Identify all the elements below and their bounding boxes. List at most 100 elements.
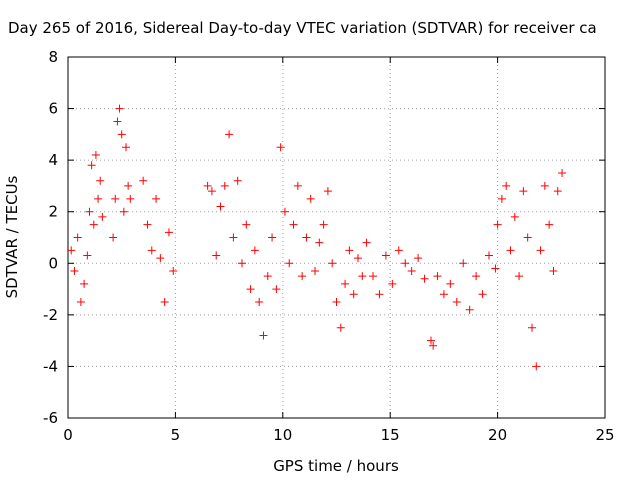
x-tick-label: 15 — [381, 426, 400, 444]
data-point — [433, 272, 442, 281]
y-tick-label: 0 — [48, 254, 58, 272]
data-point — [285, 259, 294, 268]
data-point — [306, 194, 315, 203]
y-tick-label: -6 — [43, 409, 58, 427]
x-tick-label: 25 — [595, 426, 614, 444]
data-point — [381, 251, 390, 260]
data-point — [414, 254, 423, 263]
data-point — [549, 267, 558, 276]
data-point — [67, 246, 76, 255]
data-point — [216, 202, 225, 211]
y-axis-label: SDTVAR / TECUs — [3, 175, 21, 298]
x-tick-label: 20 — [488, 426, 507, 444]
data-point — [472, 272, 481, 281]
y-tick-label: 8 — [48, 48, 58, 66]
data-point — [87, 161, 96, 170]
data-point — [315, 238, 324, 247]
data-point — [117, 130, 126, 139]
data-point — [237, 259, 246, 268]
y-tick-label: -4 — [43, 357, 58, 375]
data-point — [152, 194, 161, 203]
data-point — [85, 207, 94, 216]
data-point — [523, 233, 532, 242]
data-point — [121, 143, 130, 152]
data-point — [233, 176, 242, 185]
y-tick-label: 6 — [48, 100, 58, 118]
data-point — [98, 212, 107, 221]
data-point — [491, 264, 500, 273]
data-point — [73, 233, 82, 242]
data-point — [429, 341, 438, 350]
data-point — [289, 220, 298, 229]
data-point — [515, 272, 524, 281]
data-point — [358, 272, 367, 281]
data-point — [143, 220, 152, 229]
data-point — [212, 251, 221, 260]
data-point — [493, 220, 502, 229]
data-point — [147, 246, 156, 255]
data-point — [532, 362, 541, 371]
data-point — [362, 238, 371, 247]
data-point — [349, 290, 358, 299]
data-point — [207, 187, 216, 196]
data-point — [80, 279, 89, 288]
data-point — [319, 220, 328, 229]
data-point — [553, 187, 562, 196]
data-points — [67, 104, 567, 371]
data-point — [255, 297, 264, 306]
axis-ticks: 0 5 10 15 20 25 -6 -4 -2 0 2 4 6 8 — [43, 48, 615, 444]
data-point — [510, 212, 519, 221]
data-point — [298, 272, 307, 281]
data-point — [506, 246, 515, 255]
grid — [68, 57, 605, 418]
data-point — [545, 220, 554, 229]
data-point — [485, 251, 494, 260]
data-point — [375, 290, 384, 299]
data-point — [263, 272, 272, 281]
data-point — [394, 246, 403, 255]
data-point — [302, 233, 311, 242]
data-point — [242, 220, 251, 229]
plot-frame — [67, 56, 606, 419]
data-point — [388, 279, 397, 288]
data-point — [246, 285, 255, 294]
data-point — [111, 194, 120, 203]
data-point — [439, 290, 448, 299]
data-point — [369, 272, 378, 281]
data-point — [113, 117, 122, 126]
x-tick-label: 0 — [63, 426, 73, 444]
data-point — [407, 267, 416, 276]
data-point — [169, 267, 178, 276]
data-point — [446, 279, 455, 288]
data-point — [89, 220, 98, 229]
data-point — [519, 187, 528, 196]
data-point — [220, 181, 229, 190]
y-tick-label: 2 — [48, 203, 58, 221]
data-point — [401, 259, 410, 268]
data-point — [293, 181, 302, 190]
data-point — [76, 297, 85, 306]
data-point — [91, 150, 100, 159]
data-point — [94, 194, 103, 203]
data-point — [459, 259, 468, 268]
data-point — [164, 228, 173, 237]
data-point — [259, 331, 268, 340]
x-tick-label: 10 — [273, 426, 292, 444]
data-point — [452, 297, 461, 306]
data-point — [126, 194, 135, 203]
data-point — [268, 233, 277, 242]
data-point — [536, 246, 545, 255]
data-point — [527, 323, 536, 332]
data-point — [119, 207, 128, 216]
y-tick-label: -2 — [43, 306, 58, 324]
data-point — [540, 181, 549, 190]
data-point — [225, 130, 234, 139]
data-point — [478, 290, 487, 299]
x-tick-label: 5 — [171, 426, 181, 444]
data-point — [341, 279, 350, 288]
data-point — [332, 297, 341, 306]
data-point — [311, 267, 320, 276]
data-point — [139, 176, 148, 185]
data-point — [115, 104, 124, 113]
